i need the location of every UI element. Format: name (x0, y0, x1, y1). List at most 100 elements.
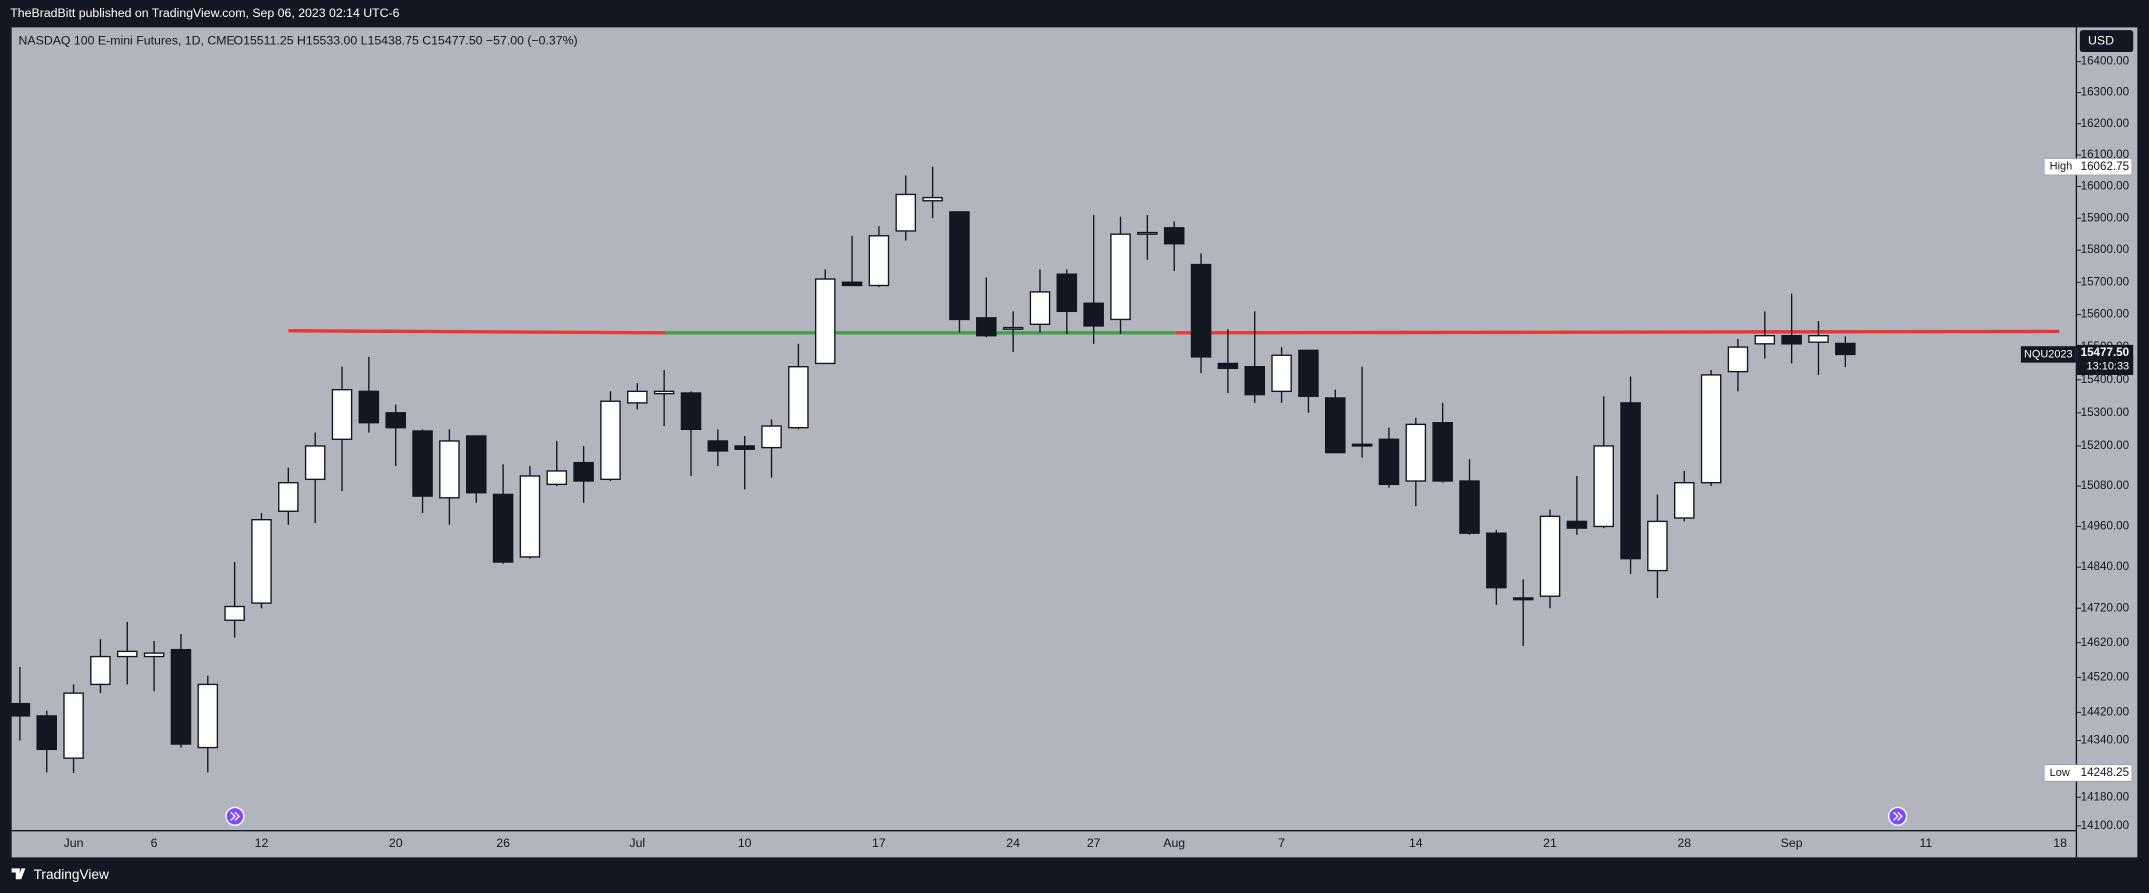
chart-title: NASDAQ 100 E-mini Futures, 1D, CME (19, 33, 235, 47)
low-marker (2043, 764, 2133, 782)
candle-body (949, 211, 970, 321)
y-tick-label: 15900.00 (2081, 211, 2130, 224)
last-price: 15477.50 (2081, 346, 2130, 359)
candle-body (519, 475, 541, 558)
candle-body (224, 605, 245, 621)
candle-body (1727, 346, 1749, 373)
y-tick-label: 14840.00 (2081, 560, 2130, 573)
candle-body (1808, 335, 1829, 343)
last-price-tag (2077, 344, 2134, 375)
candle-body (170, 648, 192, 745)
candle-body (573, 461, 594, 482)
y-tick-label: 14100.00 (2081, 819, 2130, 832)
y-tick-label: 14520.00 (2081, 671, 2130, 684)
y-tick-label: 15300.00 (2081, 406, 2130, 419)
candle-body (761, 425, 782, 449)
marker-value: 14248.25 (2081, 766, 2130, 779)
x-tick-label: 26 (496, 836, 510, 850)
x-tick-label: Aug (1163, 836, 1185, 850)
candle-body (1083, 302, 1104, 327)
y-tick-label: 15800.00 (2081, 243, 2130, 256)
y-tick-label: 15200.00 (2081, 439, 2130, 452)
candle-body (251, 519, 272, 604)
candle-body (1620, 402, 1641, 560)
y-tick-label: 15600.00 (2081, 308, 2130, 321)
candle-body (1217, 362, 1239, 370)
y-tick-label: 14340.00 (2081, 734, 2130, 747)
logo (11, 868, 26, 880)
candle-body (385, 412, 406, 429)
candle-body (1378, 438, 1400, 486)
candle-body (1673, 481, 1695, 519)
candle-body (331, 389, 353, 440)
candle-body (1539, 515, 1561, 597)
candle-body (546, 470, 568, 486)
marker-name: High (2050, 161, 2073, 173)
x-tick-label: Jun (64, 836, 84, 850)
candle-body (90, 655, 111, 686)
candle-body (1486, 532, 1507, 589)
x-tick-label: 6 (151, 836, 158, 850)
x-tick-label: 27 (1087, 836, 1101, 850)
candle-body (63, 692, 84, 759)
candle-body (278, 481, 299, 512)
candle-body (9, 702, 31, 717)
y-tick-label: 14620.00 (2081, 636, 2130, 649)
y-tick-label: 14180.00 (2081, 790, 2130, 803)
x-tick-label: 18 (2053, 836, 2067, 850)
candle-body (1781, 335, 1802, 345)
countdown: 13:10:33 (2087, 361, 2130, 373)
candle-body (1754, 335, 1776, 345)
currency-button[interactable] (2079, 30, 2134, 53)
candle-body (1405, 423, 1427, 482)
y-tick-label: 14720.00 (2081, 601, 2130, 614)
candle-body (734, 445, 755, 450)
candle-body (627, 390, 648, 404)
candle-body (1351, 443, 1373, 447)
candle-body (116, 650, 138, 658)
candle-body (1137, 231, 1158, 235)
candle-body (1325, 397, 1346, 454)
candle-body (143, 652, 165, 658)
candle-body (412, 430, 433, 497)
symbol-label: NQU2023 (2024, 348, 2073, 360)
candle-body (1029, 291, 1051, 325)
candle-body (465, 435, 487, 494)
ohlc-legend: O15511.25 H15533.00 L15438.75 C15477.50 … (234, 33, 578, 47)
x-tick-label: Jul (629, 836, 645, 850)
y-tick-label: 15080.00 (2081, 479, 2130, 492)
candle-body (922, 196, 943, 202)
y-tick-label: 14960.00 (2081, 520, 2130, 533)
y-tick-label: 15400.00 (2081, 373, 2130, 386)
y-tick-label: 16300.00 (2081, 86, 2130, 99)
y-tick-label: 15700.00 (2081, 275, 2130, 288)
candle-body (976, 317, 997, 337)
y-tick-label: 14420.00 (2081, 705, 2130, 718)
event-icon[interactable] (1888, 806, 1908, 826)
candle-body (197, 683, 219, 749)
candle-body (1593, 445, 1614, 528)
event-icon[interactable] (225, 806, 245, 826)
x-tick-label: 20 (389, 836, 403, 850)
candle-body (680, 392, 702, 431)
y-tick-label: 16100.00 (2081, 148, 2130, 161)
candle-body (304, 445, 326, 481)
footer: TradingView (34, 867, 109, 882)
candle-body (895, 193, 917, 232)
candle-body (1647, 520, 1668, 572)
y-tick-label: 16200.00 (2081, 117, 2130, 130)
x-tick-label: 14 (1409, 836, 1423, 850)
candle-body (814, 278, 836, 365)
x-tick-label: 21 (1543, 836, 1557, 850)
candle-body (439, 440, 460, 499)
marker-name: Low (2050, 767, 2070, 779)
marker-value: 16062.75 (2081, 160, 2130, 173)
high-marker (2043, 158, 2133, 176)
x-tick-label: 28 (1677, 836, 1691, 850)
x-tick-label: 11 (1919, 836, 1932, 850)
candle-body (1056, 273, 1078, 313)
candle-body (653, 390, 675, 395)
candle-body (1700, 374, 1722, 484)
trend-line (1175, 329, 2060, 335)
